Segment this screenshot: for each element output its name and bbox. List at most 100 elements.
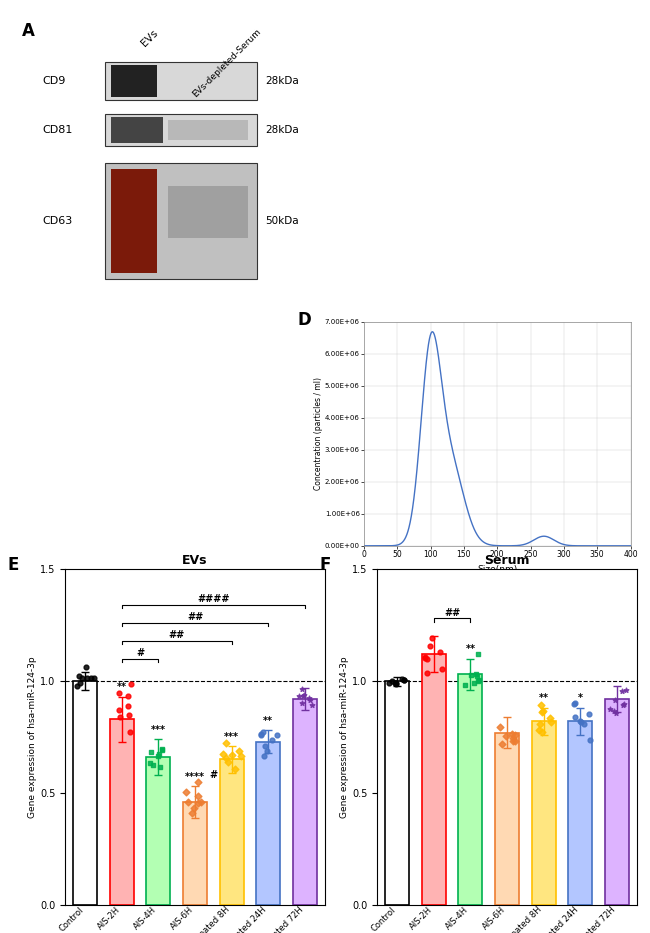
Point: [196, 795, 206, 810]
Polygon shape: [127, 494, 141, 504]
Polygon shape: [234, 337, 274, 367]
Point: [497, 737, 507, 752]
Point: [469, 675, 479, 690]
Polygon shape: [171, 421, 211, 451]
Point: [419, 650, 430, 665]
Polygon shape: [34, 350, 74, 379]
Polygon shape: [251, 349, 257, 355]
Polygon shape: [174, 355, 180, 360]
Bar: [110, 719, 134, 905]
Polygon shape: [62, 442, 103, 471]
Polygon shape: [98, 401, 112, 411]
Text: **: **: [539, 693, 549, 703]
Point: [399, 673, 410, 688]
Point: [261, 744, 272, 759]
Point: [569, 696, 580, 711]
Point: [391, 675, 401, 690]
Point: [390, 675, 400, 690]
Polygon shape: [47, 359, 61, 369]
Point: [534, 717, 545, 731]
Text: ##: ##: [187, 612, 203, 622]
Bar: [111, 169, 157, 273]
Point: [157, 743, 167, 758]
Polygon shape: [190, 435, 192, 437]
Polygon shape: [122, 491, 146, 507]
Point: [473, 647, 484, 661]
Bar: [220, 759, 244, 905]
Text: ##: ##: [168, 630, 185, 640]
Polygon shape: [214, 454, 254, 484]
Point: [221, 750, 231, 765]
Polygon shape: [141, 422, 155, 433]
Point: [391, 676, 401, 691]
Bar: [105, 114, 257, 146]
Point: [153, 746, 164, 761]
Point: [81, 659, 92, 674]
Text: **: **: [263, 716, 273, 726]
Polygon shape: [253, 351, 255, 353]
Polygon shape: [179, 427, 203, 444]
Point: [222, 755, 233, 770]
Y-axis label: Gene expression of hsa-miR-124-3p: Gene expression of hsa-miR-124-3p: [340, 656, 349, 818]
Point: [495, 719, 506, 734]
Polygon shape: [176, 357, 178, 359]
Text: CD63: CD63: [42, 216, 73, 226]
Y-axis label: Concentration (particles / ml): Concentration (particles / ml): [315, 377, 324, 491]
Bar: [532, 721, 556, 905]
Point: [304, 690, 314, 705]
Point: [474, 672, 484, 687]
Point: [584, 732, 595, 747]
Point: [298, 689, 308, 703]
Text: A: A: [22, 21, 35, 39]
Polygon shape: [260, 424, 283, 439]
Point: [260, 739, 270, 754]
X-axis label: Size(nm): Size(nm): [477, 564, 517, 574]
Polygon shape: [114, 484, 154, 513]
Bar: [183, 802, 207, 905]
Text: 100nm: 100nm: [573, 269, 602, 278]
Polygon shape: [85, 392, 125, 421]
Point: [466, 667, 476, 682]
Polygon shape: [31, 412, 54, 429]
Polygon shape: [79, 454, 86, 459]
Polygon shape: [194, 482, 217, 498]
Polygon shape: [204, 489, 207, 492]
Bar: [458, 675, 482, 905]
Point: [569, 697, 579, 712]
Polygon shape: [242, 343, 265, 360]
Point: [188, 801, 199, 815]
Point: [123, 689, 133, 703]
Title: Serum: Serum: [484, 553, 530, 566]
Polygon shape: [136, 419, 160, 436]
Text: **: **: [117, 682, 127, 692]
Polygon shape: [51, 362, 57, 367]
Point: [114, 685, 124, 700]
Polygon shape: [22, 407, 62, 436]
Bar: [105, 163, 257, 279]
Polygon shape: [198, 485, 213, 495]
Polygon shape: [128, 412, 168, 442]
Point: [157, 741, 168, 756]
Polygon shape: [170, 353, 184, 363]
Bar: [422, 654, 446, 905]
Text: ##: ##: [444, 607, 460, 618]
Point: [508, 733, 518, 748]
Point: [75, 675, 85, 690]
Text: EVs-depleted-Serum: EVs-depleted-Serum: [191, 27, 263, 100]
Point: [266, 732, 277, 747]
Point: [584, 706, 594, 721]
Text: 50kDa: 50kDa: [265, 216, 299, 226]
Point: [89, 670, 99, 685]
Point: [236, 749, 246, 764]
Polygon shape: [102, 404, 109, 409]
Polygon shape: [185, 476, 226, 505]
Point: [124, 707, 134, 722]
Point: [114, 703, 124, 717]
Point: [193, 788, 203, 803]
Text: F: F: [320, 556, 332, 574]
Polygon shape: [165, 350, 188, 367]
Point: [399, 673, 410, 688]
Point: [545, 715, 556, 730]
Point: [218, 746, 228, 761]
Point: [570, 709, 580, 724]
